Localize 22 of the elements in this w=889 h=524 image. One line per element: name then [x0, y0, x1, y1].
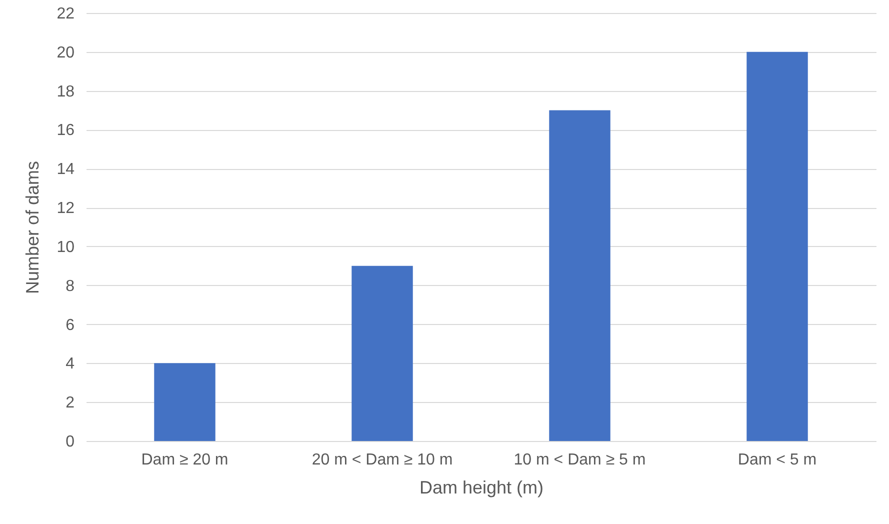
y-tick-label: 22	[56, 6, 75, 22]
bar	[154, 363, 216, 441]
y-tick-label: 18	[56, 83, 75, 100]
x-tick-label: 20 m < Dam ≥ 10 m	[312, 452, 453, 468]
x-tick-label: Dam < 5 m	[738, 452, 817, 468]
x-tick-label: 10 m < Dam ≥ 5 m	[514, 452, 646, 468]
bar	[746, 52, 808, 441]
x-axis-title: Dam height (m)	[419, 478, 544, 498]
y-tick-label: 2	[66, 394, 75, 412]
bar	[549, 110, 610, 441]
y-tick-label: 10	[56, 238, 75, 256]
y-tick-label: 8	[66, 278, 75, 295]
x-tick-label: Dam ≥ 20 m	[141, 452, 228, 468]
y-tick-label: 12	[56, 200, 75, 218]
y-tick-label: 14	[56, 161, 75, 178]
y-tick-label: 16	[56, 122, 75, 140]
y-tick-label: 4	[66, 356, 75, 373]
y-tick-label: 0	[66, 434, 75, 450]
y-axis-title: Number of dams	[22, 160, 43, 294]
bar	[352, 266, 413, 441]
y-tick-label: 6	[66, 316, 75, 334]
y-tick-label: 20	[56, 44, 75, 62]
